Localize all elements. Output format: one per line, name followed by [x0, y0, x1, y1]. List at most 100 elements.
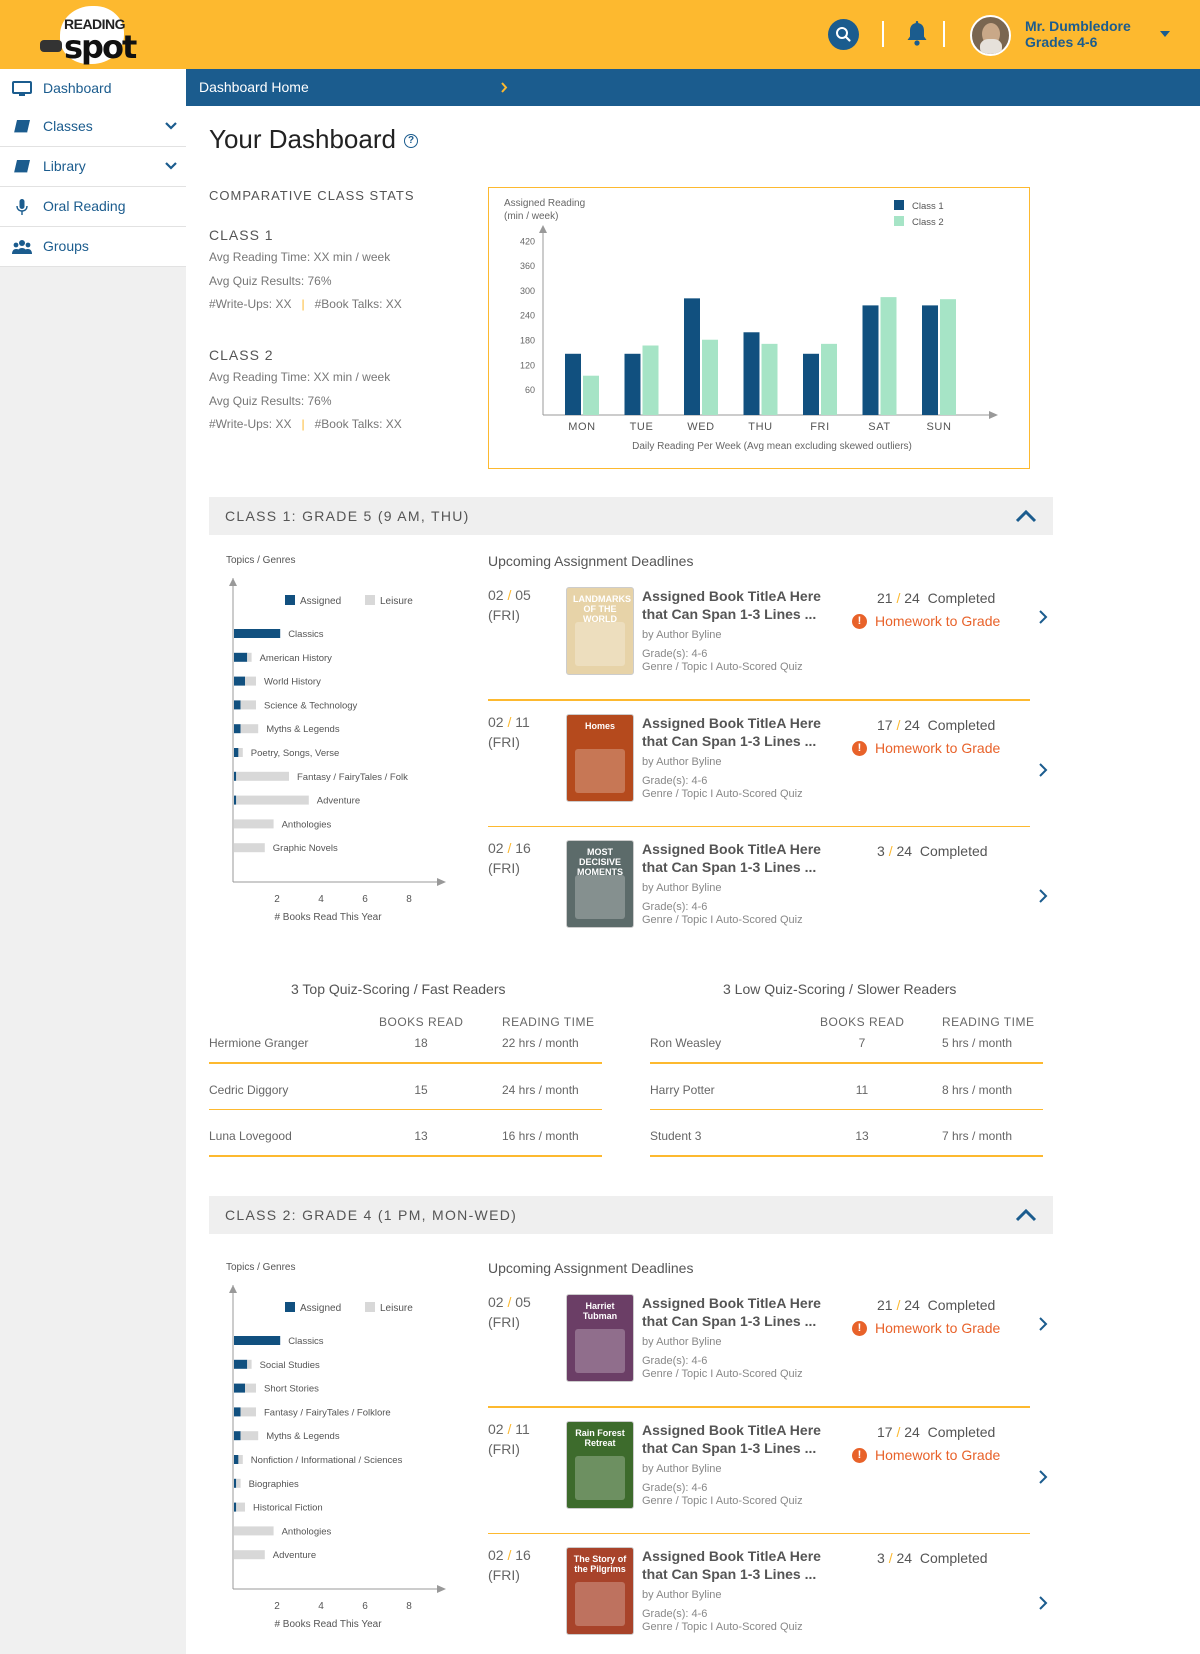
student-name[interactable]: Luna Lovegood: [209, 1129, 292, 1143]
class-section-header[interactable]: CLASS 2: GRADE 4 (1 PM, MON-WED): [209, 1196, 1053, 1234]
genre-label: American History: [260, 653, 333, 664]
bar: [940, 299, 956, 415]
completion-count: 17 / 24 Completed: [877, 716, 996, 733]
book-title[interactable]: Assigned Book TitleA Here that Can Span …: [642, 588, 821, 622]
legend-swatch: [894, 200, 904, 210]
book-title[interactable]: Assigned Book TitleA Here that Can Span …: [642, 1295, 821, 1329]
breadcrumb-home-link[interactable]: Dashboard Home: [199, 79, 309, 95]
book-cover-illustration: [575, 1582, 625, 1626]
chevron-right-icon[interactable]: [1038, 888, 1048, 904]
header-divider: [943, 21, 945, 47]
homework-to-grade-link[interactable]: Homework to Grade: [852, 740, 1000, 756]
book-title[interactable]: Assigned Book TitleA Here that Can Span …: [642, 1548, 821, 1582]
book-cover[interactable]: MOST DECISIVE MOMENTS: [566, 840, 634, 928]
row-divider: [209, 1155, 602, 1157]
sidebar-item-library[interactable]: Library: [0, 147, 186, 187]
completed-total: 24: [904, 716, 920, 733]
row-divider: [488, 1406, 1030, 1408]
legend-swatch: [365, 1302, 375, 1312]
book-title[interactable]: Assigned Book TitleA Here that Can Span …: [642, 841, 821, 875]
sidebar-item-oral-reading[interactable]: Oral Reading: [0, 187, 186, 227]
book-grades: Grade(s): 4-6: [642, 901, 708, 913]
book-byline: by Author Byline: [642, 1336, 722, 1348]
book-cover[interactable]: LANDMARKS OF THE WORLD: [566, 587, 634, 675]
genre-label: Nonfiction / Informational / Sciences: [251, 1455, 403, 1466]
bar: [922, 305, 938, 415]
book-byline: by Author Byline: [642, 1589, 722, 1601]
book-icon: [14, 120, 30, 134]
x-tick-label: SAT: [868, 421, 890, 433]
user-menu[interactable]: Mr. Dumbledore Grades 4-6: [1025, 18, 1131, 50]
chevron-down-icon[interactable]: [163, 158, 179, 174]
student-name[interactable]: Cedric Diggory: [209, 1082, 289, 1097]
help-icon[interactable]: ?: [404, 134, 418, 148]
assignment-row[interactable]: 02 / 11 (FRI) Rain Forest Retreat Assigne…: [488, 1420, 1048, 1547]
assignment-row[interactable]: 02 / 16 (FRI) MOST DECISIVE MOMENTS Assig…: [488, 840, 1048, 966]
user-menu-caret-icon[interactable]: [1160, 31, 1170, 37]
legend-label: Assigned: [300, 1303, 341, 1314]
chevron-right-icon[interactable]: [1038, 609, 1048, 625]
book-cover[interactable]: Harriet Tubman: [566, 1294, 634, 1382]
sidebar-item-classes[interactable]: Classes: [0, 107, 186, 147]
completed-total: 24: [904, 1423, 920, 1440]
bell-icon[interactable]: [902, 19, 932, 49]
x-tick-label: 2: [274, 894, 280, 905]
class-section-header[interactable]: CLASS 1: GRADE 5 (9 AM, THU): [209, 497, 1053, 535]
student-name[interactable]: Student 3: [650, 1129, 702, 1143]
due-day: 16: [515, 840, 531, 856]
row-divider: [488, 1532, 1030, 1534]
assignment-row[interactable]: 02 / 11 (FRI) Homes Assigned Book TitleA …: [488, 713, 1048, 840]
completed-label: Completed: [927, 716, 996, 733]
genre-label: Graphic Novels: [273, 843, 338, 854]
reading-spot-logo[interactable]: READING spot: [38, 6, 138, 66]
search-button[interactable]: [828, 19, 859, 50]
due-weekday: (FRI): [488, 733, 520, 750]
bar-assigned: [234, 676, 245, 686]
sidebar-item-dashboard[interactable]: Dashboard: [0, 69, 186, 109]
due-date: 02 / 11: [488, 713, 530, 730]
chevron-down-icon[interactable]: [163, 118, 179, 134]
bar-leisure: [238, 748, 243, 757]
assignment-row[interactable]: 02 / 05 (FRI) LANDMARKS OF THE WORLD Assi…: [488, 587, 1048, 713]
assignment-row[interactable]: 02 / 16 (FRI) The Story of the Pilgrims A…: [488, 1547, 1048, 1654]
homework-to-grade-link[interactable]: Homework to Grade: [852, 613, 1000, 629]
book-cover[interactable]: Rain Forest Retreat: [566, 1420, 634, 1509]
reading-time: 16 hrs / month: [502, 1129, 579, 1143]
chevron-right-icon[interactable]: [1038, 762, 1048, 778]
bar: [743, 332, 760, 415]
sidebar-item-groups[interactable]: Groups: [0, 227, 186, 267]
bar: [821, 343, 837, 415]
x-tick-label: TUE: [630, 421, 654, 433]
student-name[interactable]: Harry Potter: [650, 1082, 715, 1097]
chevron-up-icon[interactable]: [1015, 509, 1037, 523]
student-name[interactable]: Hermione Granger: [209, 1036, 309, 1050]
avatar[interactable]: [970, 15, 1011, 56]
alert-icon: !: [852, 740, 867, 756]
reading-time: 24 hrs / month: [502, 1082, 579, 1097]
x-tick-label: 6: [362, 894, 368, 905]
book-cover[interactable]: Homes: [566, 713, 634, 802]
book-byline: by Author Byline: [642, 882, 722, 894]
chevron-right-icon[interactable]: [1038, 1469, 1048, 1485]
book-grades: Grade(s): 4-6: [642, 1608, 708, 1620]
completed-done: 21: [877, 1297, 893, 1313]
completed-label: Completed: [919, 843, 988, 859]
homework-to-grade-link[interactable]: Homework to Grade: [852, 1447, 1000, 1463]
chevron-right-icon[interactable]: [1038, 1595, 1048, 1611]
genre-label: Myths & Legends: [266, 1431, 340, 1442]
chevron-right-icon[interactable]: [1038, 1316, 1048, 1332]
row-divider: [650, 1155, 1043, 1157]
book-cover-illustration: [575, 748, 625, 793]
bar: [880, 297, 897, 415]
writeups-count: #Write-Ups: XX: [209, 417, 292, 431]
student-name[interactable]: Ron Weasley: [650, 1036, 722, 1050]
book-cover[interactable]: The Story of the Pilgrims: [566, 1547, 634, 1635]
due-weekday: (FRI): [488, 607, 520, 623]
genre-label: Short Stories: [264, 1384, 319, 1395]
assignment-row[interactable]: 02 / 05 (FRI) Harriet Tubman Assigned Boo…: [488, 1294, 1048, 1420]
bar: [803, 353, 819, 415]
chevron-up-icon[interactable]: [1015, 1208, 1037, 1222]
homework-to-grade-link[interactable]: Homework to Grade: [852, 1320, 1000, 1336]
book-title[interactable]: Assigned Book TitleA Here that Can Span …: [642, 1421, 821, 1456]
book-title[interactable]: Assigned Book TitleA Here that Can Span …: [642, 714, 821, 749]
